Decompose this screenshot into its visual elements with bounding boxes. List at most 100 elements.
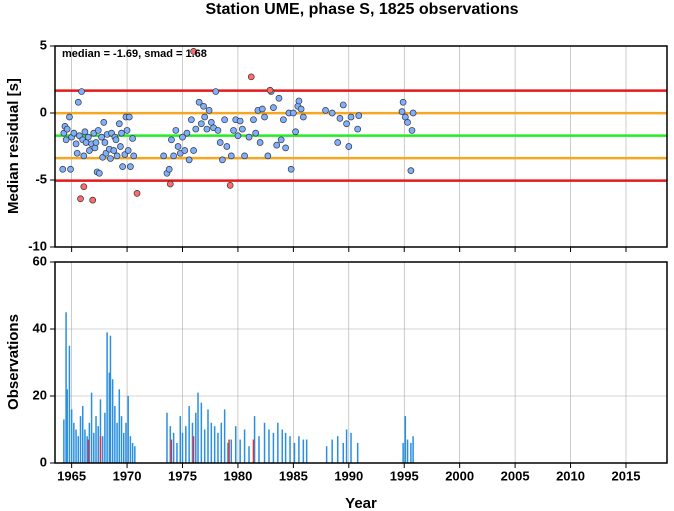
point	[67, 165, 74, 173]
point	[345, 143, 353, 150]
point	[113, 152, 121, 160]
point	[201, 113, 209, 121]
bar	[228, 439, 230, 463]
point	[205, 106, 213, 114]
point	[270, 104, 277, 111]
point	[179, 133, 186, 141]
bar	[293, 442, 296, 463]
bar	[106, 332, 108, 463]
point	[221, 116, 228, 124]
point	[115, 120, 123, 128]
bar	[88, 422, 91, 463]
point	[399, 98, 407, 106]
point	[275, 94, 283, 102]
point	[129, 135, 136, 142]
point	[86, 147, 93, 154]
bar	[243, 429, 246, 463]
point	[72, 140, 80, 148]
y-axis-label: Observations	[5, 314, 22, 410]
bar	[66, 389, 68, 463]
bar	[181, 432, 184, 463]
point	[236, 117, 244, 125]
bar	[120, 416, 123, 463]
bar	[200, 402, 203, 463]
bar	[129, 436, 132, 463]
point	[117, 143, 124, 150]
point	[183, 129, 191, 137]
bar	[134, 446, 136, 463]
bar	[114, 406, 116, 463]
bar	[73, 422, 75, 463]
bar	[207, 409, 209, 463]
bar	[127, 396, 129, 463]
point	[133, 190, 141, 197]
plot-frame	[54, 261, 668, 464]
point	[81, 128, 89, 136]
bar	[342, 442, 345, 463]
x-tick-label: 1975	[168, 468, 197, 483]
bar	[109, 335, 112, 463]
point	[261, 113, 268, 121]
bar	[108, 372, 111, 463]
bar	[258, 436, 260, 463]
bar	[77, 436, 80, 463]
y-tick-label: 0	[40, 454, 47, 469]
point	[127, 163, 134, 170]
y-tick-label: -10	[28, 238, 47, 253]
point	[124, 147, 132, 154]
bar	[99, 436, 102, 463]
point	[252, 129, 260, 137]
point	[398, 108, 406, 116]
bar	[268, 429, 270, 463]
bar	[176, 442, 178, 463]
x-tick-label: 1965	[57, 468, 86, 483]
bar	[84, 429, 86, 463]
point	[95, 169, 103, 177]
bar	[179, 416, 182, 463]
y-tick-label: 0	[40, 104, 47, 119]
bar	[68, 345, 71, 463]
point	[195, 98, 203, 106]
bar	[402, 442, 404, 463]
bar	[223, 409, 226, 463]
point	[343, 120, 350, 128]
x-tick-label: 2010	[556, 468, 585, 483]
point	[181, 147, 189, 154]
bar	[116, 422, 118, 463]
bar	[203, 429, 206, 463]
bar	[170, 439, 173, 463]
point	[297, 105, 305, 113]
bar	[166, 412, 168, 463]
bar	[75, 429, 77, 463]
point	[62, 136, 70, 144]
bar	[101, 436, 104, 463]
point	[264, 152, 272, 160]
point	[112, 136, 120, 144]
plot-frame	[54, 45, 668, 248]
point	[98, 133, 105, 141]
x-axis-label: Year	[345, 495, 377, 511]
bar	[356, 442, 359, 463]
bar	[325, 446, 328, 463]
bar	[345, 429, 348, 463]
x-tick-label: 1970	[113, 468, 142, 483]
bar	[230, 439, 233, 463]
point	[100, 119, 108, 126]
bar	[281, 429, 284, 463]
bar	[331, 439, 333, 463]
point	[190, 147, 197, 154]
bar	[213, 426, 216, 463]
point	[408, 127, 416, 134]
point	[339, 101, 347, 109]
point	[77, 195, 84, 203]
bar	[272, 432, 275, 463]
point	[292, 128, 299, 136]
point	[130, 152, 138, 160]
point	[92, 139, 100, 146]
bar	[217, 432, 219, 463]
bar	[227, 442, 229, 463]
point	[226, 182, 234, 189]
point	[125, 113, 133, 121]
point	[80, 152, 88, 160]
bar	[70, 409, 73, 463]
